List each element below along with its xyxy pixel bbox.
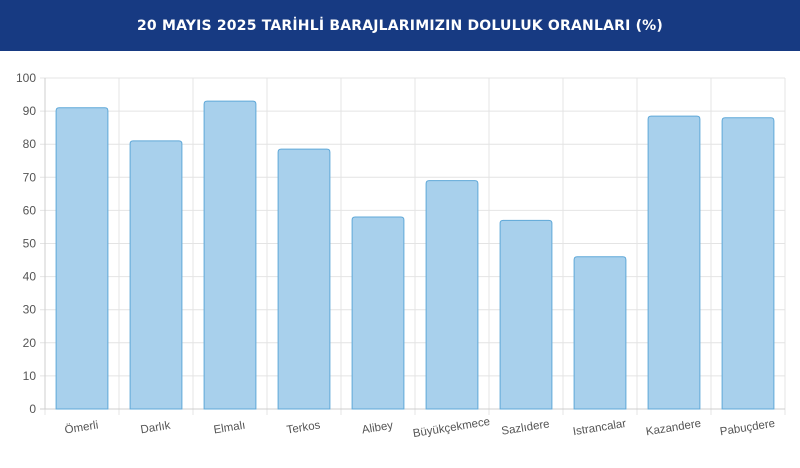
x-tick-label: Alibey [361,420,394,437]
y-tick-label: 100 [16,71,36,85]
y-axis: 0 10 20 30 40 50 60 70 80 90 100 [16,71,36,416]
x-tick-label: Ömerli [64,419,99,436]
bar-ömerli[interactable] [55,107,109,410]
y-tick-label: 30 [23,303,37,317]
y-tick-label: 0 [29,402,36,416]
bar-elmalı[interactable] [203,100,257,410]
bar-alibey[interactable] [351,216,405,410]
y-tick-label: 10 [23,369,37,383]
chart-area: 0 10 20 30 40 50 60 70 80 90 100 Ömerli Darlık Elmal… [0,51,800,468]
chart-header: 20 MAYIS 2025 TARİHLİ BARAJLARIMIZIN DOL… [0,0,800,51]
x-tick-label: Terkos [286,419,322,436]
x-tick-label: Büyükçekmece [412,416,491,440]
y-tick-label: 50 [23,237,37,251]
x-tick-label: Sazlıdere [501,418,551,437]
bar-istrancalar[interactable] [573,256,627,410]
x-tick-label: Pabuçdere [719,418,776,439]
y-tick-label: 40 [23,270,37,284]
bar-darlık[interactable] [129,140,183,410]
bar-chart: 0 10 20 30 40 50 60 70 80 90 100 Ömerli Darlık Elmal… [16,71,786,440]
x-tick-label: Darlık [140,420,172,437]
bar-terkos[interactable] [277,148,331,410]
x-axis: Ömerli Darlık Elmalı Terkos Alibey Büyükçekme… [64,416,776,440]
chart-title: 20 MAYIS 2025 TARİHLİ BARAJLARIMIZIN DOL… [136,17,663,34]
y-tick-label: 60 [23,203,37,217]
bar-büyükçekmece[interactable] [425,180,479,410]
x-tick-label: Istrancalar [572,418,627,438]
y-tick-label: 80 [23,137,37,151]
x-tick-label: Kazandere [645,418,702,439]
y-tick-label: 90 [23,104,37,118]
bar-kazandere[interactable] [647,115,701,410]
bar-sazlıdere[interactable] [499,219,553,410]
bar-pabuçdere[interactable] [721,117,775,410]
x-tick-label: Elmalı [213,420,246,437]
bar-layer [55,100,775,410]
y-tick-label: 70 [23,170,37,184]
y-tick-label: 20 [23,336,37,350]
